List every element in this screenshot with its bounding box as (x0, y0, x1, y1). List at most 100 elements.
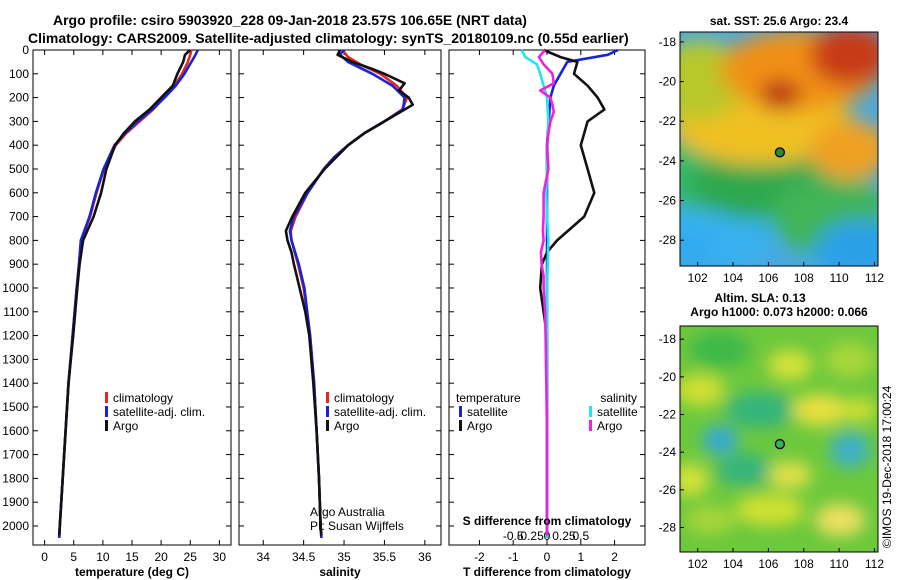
sst-color-blobs (680, 32, 878, 266)
lat-tick-label: -24 (659, 445, 677, 459)
x-tick-label: 5 (70, 550, 77, 564)
x-tick-label: 0 (41, 550, 48, 564)
annotation-line2: PI: Susan Wijffels (310, 519, 404, 533)
temperature-lines (57, 49, 199, 538)
lat-tick-label: -26 (659, 194, 677, 208)
legend-temperature-heading: temperature (456, 391, 521, 405)
depth-tick-label: 700 (9, 210, 29, 224)
legend-t-argo-label: Argo (467, 419, 493, 433)
temperature-panel: 0100200300400500600700800900100011001200… (2, 43, 232, 579)
lat-tick-label: -20 (659, 370, 677, 384)
depth-tick-label: 1500 (2, 400, 29, 414)
lon-tick-label: 106 (758, 271, 778, 285)
depth-tick-label: 1200 (2, 329, 29, 343)
sla-map-frame (679, 325, 879, 553)
lon-tick-label: 108 (794, 271, 814, 285)
depth-tick-label: 1100 (3, 305, 29, 319)
legend-argo-label: Argo (113, 419, 139, 433)
lon-tick-label: 110 (830, 271, 849, 285)
x-tick-label: 35.5 (373, 550, 397, 564)
s-tick-label: 0.5 (572, 529, 589, 543)
lon-tick-label: 104 (723, 271, 743, 285)
depth-tick-label: 300 (9, 114, 29, 128)
depth-tick-label: 1400 (2, 376, 29, 390)
salinity-axes-frame (238, 49, 442, 546)
lon-tick-label: 102 (688, 557, 708, 571)
x-tick-label: 10 (96, 550, 110, 564)
s-difference-xlabel: S difference from climatology (463, 514, 632, 528)
depth-tick-label: 200 (9, 91, 29, 105)
lon-tick-label: 102 (688, 271, 708, 285)
argo-position-marker (774, 438, 786, 450)
difference-panel: -2 -1 0 1 2-0.5-0.25 0 0.250.5 T difference fr… (448, 48, 646, 579)
depth-tick-label: 1800 (2, 471, 29, 485)
legend-s-satellite-swatch (589, 406, 592, 417)
sla-map-title-line1: Altim. SLA: 0.13 (714, 291, 806, 305)
x-tick-label: 36 (418, 550, 432, 564)
sst-map-title: sat. SST: 25.6 Argo: 23.4 (710, 14, 849, 28)
lon-tick-label: 112 (865, 557, 884, 571)
s-tick-label: -0.5 (503, 529, 524, 543)
series-line-s-argo (537, 49, 556, 536)
depth-tick-label: 0 (22, 43, 29, 57)
difference-lines (520, 48, 619, 538)
lat-tick-label: -24 (659, 154, 677, 168)
depth-tick-label: 1000 (2, 281, 29, 295)
lon-tick-label: 108 (794, 557, 814, 571)
difference-legend-temperature: temperature satellite Argo (456, 391, 521, 433)
depth-tick-label: 100 (9, 67, 29, 81)
lat-tick-label: -20 (659, 75, 677, 89)
legend-t-argo-swatch (459, 420, 462, 431)
lat-tick-label: -18 (659, 332, 677, 346)
series-line-satellite-adj-clim- (57, 49, 199, 538)
depth-tick-label: 800 (9, 233, 29, 247)
sla-map-ticks: 102 104 106 108 110 112 -18 -20 -22 -24 -26 -28 (659, 332, 885, 571)
x-tick-label: -1 (508, 550, 519, 564)
depth-tick-label: 600 (9, 186, 29, 200)
legend-satellite-swatch (105, 406, 108, 417)
depth-tick-label: 900 (9, 257, 29, 271)
depth-tick-label: 1300 (2, 352, 29, 366)
x-tick-label: 34 (257, 550, 271, 564)
sla-map-title-line2: Argo h1000: 0.073 h2000: 0.066 (690, 305, 868, 319)
sst-field (680, 32, 878, 266)
annotation-line1: Argo Australia (310, 505, 385, 519)
x-tick-label: 15 (125, 550, 139, 564)
sst-map-frame (679, 31, 879, 267)
x-tick-label: 1 (577, 550, 584, 564)
legend-satellite-swatch (326, 406, 329, 417)
x-tick-label: 30 (213, 550, 227, 564)
legend-s-argo-label: Argo (597, 419, 623, 433)
legend-t-satellite-swatch (459, 406, 462, 417)
sst-map: sat. SST: 25.6 Argo: 23.4 (659, 14, 885, 285)
series-line-t-satellite (545, 48, 619, 538)
legend-climatology-label: climatology (334, 391, 394, 405)
title-line2: Climatology: CARS2009. Satellite-adjuste… (28, 30, 629, 46)
legend-climatology-swatch (105, 392, 108, 403)
lon-tick-label: 112 (865, 271, 884, 285)
legend-argo-swatch (105, 420, 108, 431)
legend-satellite-label: satellite-adj. clim. (113, 405, 205, 419)
temperature-legend: climatology satellite-adj. clim. Argo (105, 391, 205, 433)
lon-tick-label: 104 (723, 557, 743, 571)
salinity-lines (284, 49, 415, 538)
legend-salinity-heading: salinity (600, 391, 637, 405)
legend-satellite-label: satellite-adj. clim. (334, 405, 426, 419)
legend-climatology-swatch (326, 392, 329, 403)
argo-position-marker (774, 147, 786, 158)
legend-s-argo-swatch (589, 420, 592, 431)
lat-tick-label: -26 (659, 483, 677, 497)
lon-tick-label: 106 (758, 557, 778, 571)
salinity-xlabel: salinity (319, 565, 361, 579)
x-tick-label: 20 (154, 550, 168, 564)
s-tick-label: -0.25 (516, 529, 544, 543)
lat-tick-label: -18 (659, 35, 677, 49)
depth-tick-label: 1700 (2, 448, 29, 462)
sla-map: Altim. SLA: 0.13 Argo h1000: 0.073 h2000… (659, 291, 885, 571)
series-line-climatology (57, 49, 193, 538)
temperature-ticks: 0100200300400500600700800900100011001200… (2, 43, 231, 564)
depth-tick-label: 400 (9, 138, 29, 152)
depth-tick-label: 1600 (2, 424, 29, 438)
series-line-climatology (289, 49, 409, 538)
